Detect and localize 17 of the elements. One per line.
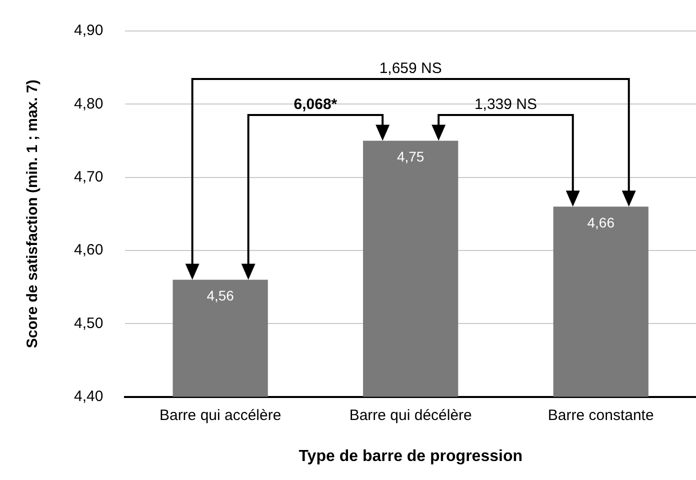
- x-tick-label: Barre constante: [548, 406, 654, 424]
- annotation: 1,339 NS: [474, 96, 538, 113]
- data-label: 4,75: [396, 148, 424, 165]
- y-tick-label: 4,80: [74, 95, 104, 112]
- x-axis-title: Type de barre de progression: [298, 448, 522, 465]
- data-label: 4,56: [206, 288, 234, 304]
- annotation: 6,068*: [294, 96, 338, 113]
- y-tick-label: 4,60: [74, 242, 104, 259]
- x-tick-label: Barre qui décélère: [349, 406, 472, 424]
- y-tick-label: 4,70: [74, 168, 104, 186]
- x-tick-label: Barre qui accélère: [159, 406, 282, 424]
- y-tick-label: 4,40: [74, 388, 104, 405]
- data-label: 4,66: [587, 214, 615, 230]
- annotation: 1,659 NS: [379, 60, 442, 77]
- y-axis-title: Score de satisfaction (min. 1 ; max. 7): [24, 80, 42, 348]
- y-tick-label: 4,90: [74, 22, 104, 40]
- y-tick-label: 4,50: [74, 314, 104, 332]
